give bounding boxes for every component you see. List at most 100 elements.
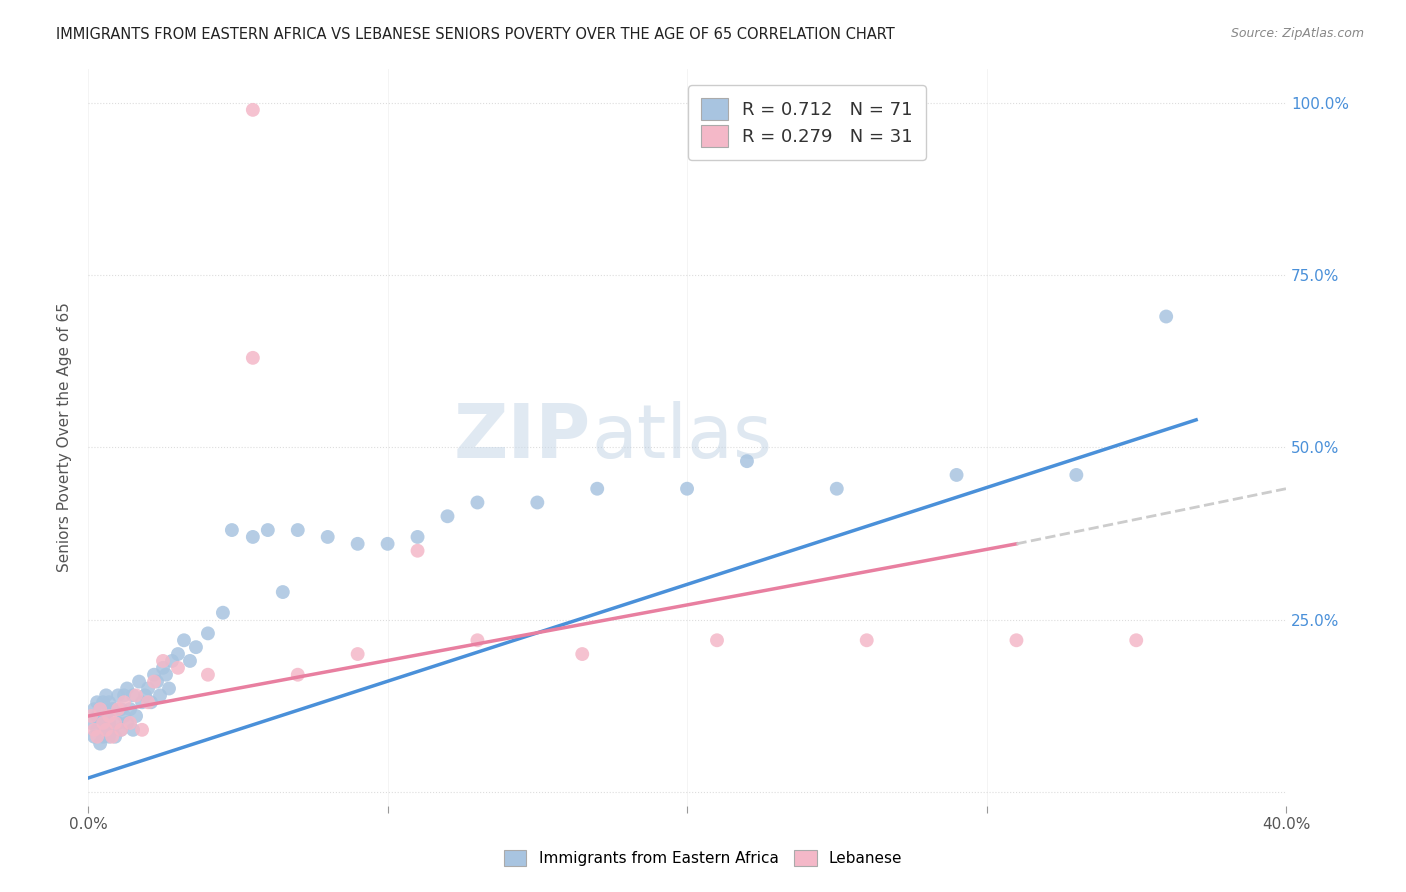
Point (94, 709, 117, 723)
Point (89, 715, 111, 730)
Point (706, 633, 728, 648)
Point (316, 530, 339, 544)
Point (91, 730, 114, 744)
Point (112, 695, 135, 709)
Point (122, 689, 145, 703)
Point (377, 537, 399, 551)
Point (115, 681, 138, 696)
Point (136, 681, 159, 696)
Point (91, 715, 114, 730)
Point (98, 695, 121, 709)
Point (120, 702, 142, 716)
Legend: Immigrants from Eastern Africa, Lebanese: Immigrants from Eastern Africa, Lebanese (495, 841, 911, 875)
Point (107, 702, 129, 716)
Point (104, 702, 127, 716)
Point (110, 702, 132, 716)
Point (101, 723, 124, 737)
Point (104, 715, 127, 730)
Text: IMMIGRANTS FROM EASTERN AFRICA VS LEBANESE SENIORS POVERTY OVER THE AGE OF 65 CO: IMMIGRANTS FROM EASTERN AFRICA VS LEBANE… (56, 27, 896, 42)
Point (89, 737, 111, 751)
Point (287, 667, 309, 681)
Point (83, 730, 105, 744)
Text: Source: ZipAtlas.com: Source: ZipAtlas.com (1230, 27, 1364, 40)
Point (346, 647, 368, 661)
Point (160, 654, 183, 668)
Point (212, 606, 235, 620)
Point (80, 715, 103, 730)
Point (146, 674, 169, 689)
Point (173, 633, 195, 648)
Point (122, 723, 145, 737)
Point (167, 661, 190, 675)
Text: atlas: atlas (592, 401, 772, 474)
Point (221, 523, 243, 537)
Point (98, 709, 121, 723)
Point (256, 523, 278, 537)
Point (94, 723, 117, 737)
Point (107, 689, 129, 703)
Point (1154, 310, 1177, 324)
Point (406, 543, 429, 558)
Point (91, 715, 114, 730)
Point (120, 715, 142, 730)
Point (134, 689, 156, 703)
Point (94, 723, 117, 737)
Point (152, 654, 174, 668)
Point (436, 509, 458, 524)
Point (242, 351, 264, 365)
Point (287, 523, 309, 537)
Point (586, 482, 609, 496)
Point (89, 702, 111, 716)
Point (86, 730, 108, 744)
Point (735, 454, 758, 468)
Point (98, 715, 121, 730)
Point (112, 689, 135, 703)
Point (91, 695, 114, 709)
Point (825, 482, 848, 496)
Point (242, 103, 264, 117)
Point (242, 530, 264, 544)
Point (676, 482, 699, 496)
Point (467, 633, 489, 648)
Point (1125, 633, 1147, 648)
Point (526, 495, 548, 509)
Point (1005, 633, 1028, 648)
Point (80, 709, 103, 723)
Point (107, 715, 129, 730)
Point (101, 730, 124, 744)
Point (197, 667, 219, 681)
Point (101, 702, 124, 716)
Legend: R = 0.712   N = 71, R = 0.279   N = 31: R = 0.712 N = 71, R = 0.279 N = 31 (688, 85, 925, 160)
Point (125, 709, 148, 723)
Point (86, 709, 108, 723)
Point (179, 654, 201, 668)
Point (271, 585, 294, 599)
Point (110, 723, 132, 737)
Y-axis label: Seniors Poverty Over the Age of 65: Seniors Poverty Over the Age of 65 (58, 302, 72, 572)
Point (104, 730, 127, 744)
Point (89, 702, 111, 716)
Point (83, 702, 105, 716)
Point (131, 723, 153, 737)
Point (467, 495, 489, 509)
Point (112, 709, 135, 723)
Point (125, 689, 148, 703)
Point (110, 723, 132, 737)
Point (945, 467, 967, 482)
Point (115, 715, 138, 730)
Point (167, 647, 190, 661)
Point (98, 730, 121, 744)
Point (155, 667, 177, 681)
Point (346, 537, 368, 551)
Point (136, 695, 159, 709)
Point (86, 723, 108, 737)
Point (143, 667, 166, 681)
Point (83, 723, 105, 737)
Point (855, 633, 877, 648)
Point (139, 695, 162, 709)
Point (406, 530, 429, 544)
Point (571, 647, 593, 661)
Text: ZIP: ZIP (454, 401, 592, 474)
Point (1066, 467, 1088, 482)
Point (149, 689, 172, 703)
